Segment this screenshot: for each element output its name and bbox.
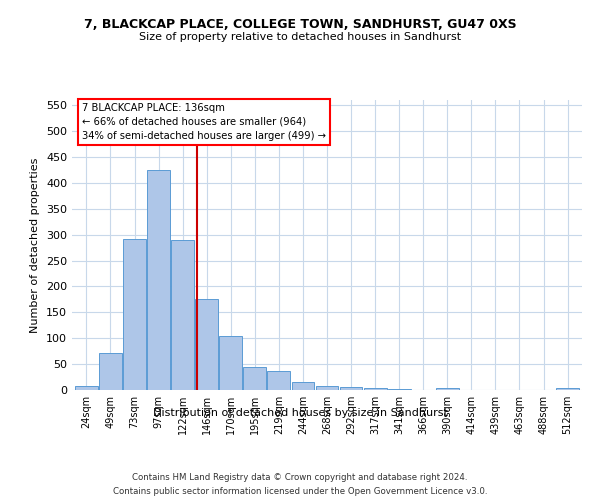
Bar (268, 371, 290, 390)
Bar (436, 388, 459, 390)
Text: 7 BLACKCAP PLACE: 136sqm
← 66% of detached houses are smaller (964)
34% of semi-: 7 BLACKCAP PLACE: 136sqm ← 66% of detach… (82, 103, 326, 141)
Bar (556, 388, 579, 390)
Bar (195, 300, 218, 390)
Bar (171, 240, 194, 390)
Text: Distribution of detached houses by size in Sandhurst: Distribution of detached houses by size … (152, 408, 448, 418)
Bar (316, 386, 338, 390)
Bar (292, 382, 314, 390)
Bar (147, 170, 170, 390)
Bar (244, 367, 266, 390)
Y-axis label: Number of detached properties: Number of detached properties (31, 158, 40, 332)
Bar (123, 239, 146, 390)
Text: 7, BLACKCAP PLACE, COLLEGE TOWN, SANDHURST, GU47 0XS: 7, BLACKCAP PLACE, COLLEGE TOWN, SANDHUR… (83, 18, 517, 30)
Text: Contains HM Land Registry data © Crown copyright and database right 2024.: Contains HM Land Registry data © Crown c… (132, 472, 468, 482)
Bar (364, 388, 386, 390)
Text: Contains public sector information licensed under the Open Government Licence v3: Contains public sector information licen… (113, 488, 487, 496)
Bar (220, 336, 242, 390)
Text: Size of property relative to detached houses in Sandhurst: Size of property relative to detached ho… (139, 32, 461, 42)
Bar (340, 388, 362, 390)
Bar (75, 386, 98, 390)
Bar (99, 352, 122, 390)
